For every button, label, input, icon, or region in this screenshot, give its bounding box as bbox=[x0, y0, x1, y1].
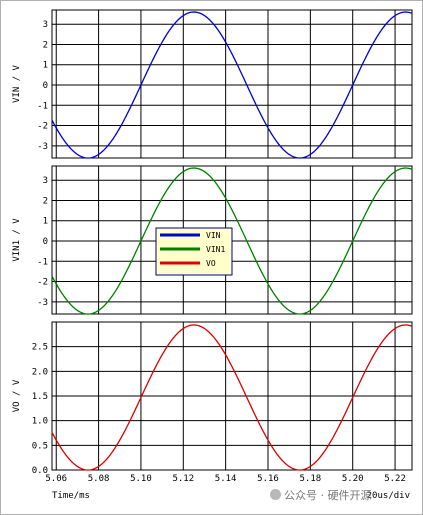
series-vin-line bbox=[51, 11, 413, 159]
series-vo-line bbox=[51, 324, 413, 471]
legend-label-vo: VO bbox=[206, 259, 216, 268]
y-tick-label: 0.0 bbox=[32, 466, 48, 476]
x-tick-label: 5.14 bbox=[215, 474, 237, 484]
watermark-text: 公众号 · 硬件开源 bbox=[284, 489, 372, 502]
y-tick-label: 3 bbox=[43, 176, 48, 186]
y-tick-label: 0.5 bbox=[32, 441, 48, 451]
y-axis-label: VIN / V bbox=[12, 64, 22, 103]
legend-label-vin1: VIN1 bbox=[206, 245, 225, 254]
x-tick-label: 5.16 bbox=[257, 474, 279, 484]
panel-2: -3 -2 -1 0 1 2 3 VIN1 / V bbox=[12, 165, 413, 315]
series-vin1-line bbox=[51, 167, 413, 315]
panel-3: 0.0 0.5 1.0 1.5 2.0 2.5 VO / V bbox=[12, 321, 413, 476]
y-tick-label: 2.5 bbox=[32, 343, 48, 353]
y-tick-label: 2.0 bbox=[32, 367, 48, 377]
y-tick-label: 1 bbox=[43, 217, 48, 227]
y-tick-label: -3 bbox=[37, 298, 48, 308]
y-tick-label: 3 bbox=[43, 20, 48, 30]
plot-area bbox=[51, 9, 413, 159]
legend-label-vin: VIN bbox=[206, 231, 221, 240]
y-tick-label: -1 bbox=[37, 101, 48, 111]
wechat-icon bbox=[270, 489, 281, 500]
y-tick-label: 1.5 bbox=[32, 392, 48, 402]
legend: VIN VIN1 VO bbox=[155, 227, 233, 276]
x-tick-label: 5.10 bbox=[130, 474, 152, 484]
x-tick-label: 5.12 bbox=[172, 474, 194, 484]
y-tick-label: 1 bbox=[43, 61, 48, 71]
x-axis-label: Time/ms bbox=[52, 491, 90, 501]
x-tick-label: 5.06 bbox=[45, 474, 67, 484]
x-tick-label: 5.20 bbox=[342, 474, 364, 484]
watermark: 公众号 · 硬件开源 bbox=[270, 487, 372, 503]
y-tick-label: 2 bbox=[43, 40, 48, 50]
time-scale-label: 20us/div bbox=[367, 491, 410, 501]
y-tick-label: -2 bbox=[37, 278, 48, 288]
y-tick-label: -2 bbox=[37, 122, 48, 132]
y-axis-label: VO / V bbox=[12, 379, 22, 412]
y-tick-label: -1 bbox=[37, 257, 48, 267]
panel-1: -3 -2 -1 0 1 2 3 VIN / V bbox=[12, 9, 413, 159]
y-tick-label: -3 bbox=[37, 142, 48, 152]
x-tick-label: 5.08 bbox=[88, 474, 110, 484]
y-axis-label: VIN1 / V bbox=[12, 218, 22, 262]
y-tick-label: 0 bbox=[43, 237, 48, 247]
x-tick-label: 5.22 bbox=[384, 474, 406, 484]
x-tick-label: 5.18 bbox=[300, 474, 322, 484]
y-tick-label: 0 bbox=[43, 81, 48, 91]
y-tick-label: 1.0 bbox=[32, 417, 48, 427]
y-tick-label: 2 bbox=[43, 196, 48, 206]
